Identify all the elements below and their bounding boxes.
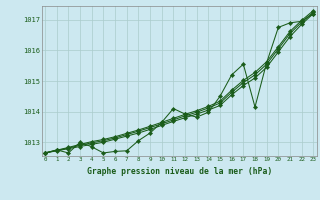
X-axis label: Graphe pression niveau de la mer (hPa): Graphe pression niveau de la mer (hPa) <box>87 167 272 176</box>
